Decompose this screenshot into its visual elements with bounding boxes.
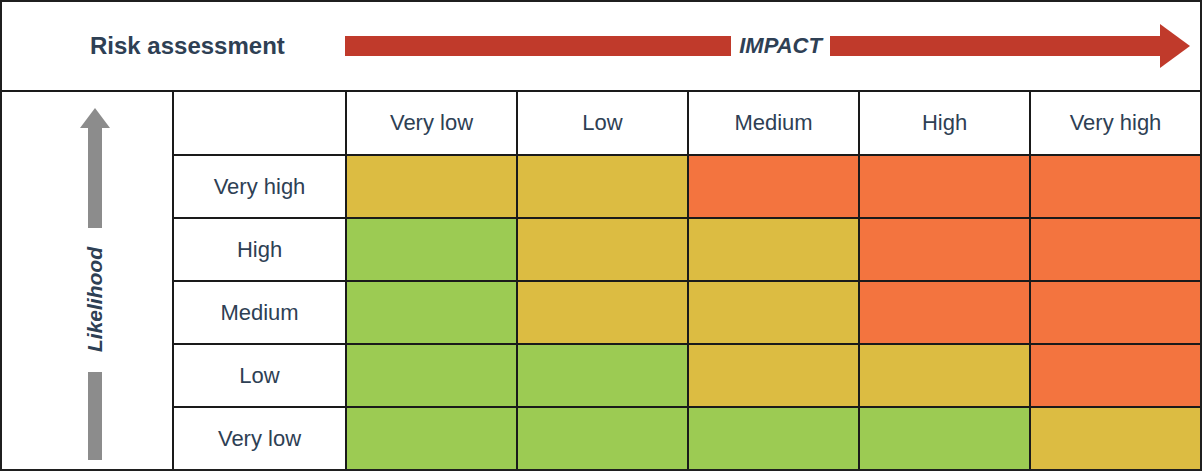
risk-cell-medium-x-medium	[689, 282, 858, 343]
impact-arrow-head-icon	[1160, 24, 1190, 68]
likelihood-label-very-high: Very high	[174, 156, 345, 217]
risk-cell-high-x-high	[860, 219, 1029, 280]
impact-arrow-shaft-right	[830, 36, 1160, 56]
impact-axis: IMPACT	[345, 2, 1190, 90]
risk-cell-low-x-very-low	[347, 345, 516, 406]
impact-header-very-high: Very high	[1031, 92, 1200, 154]
risk-cell-very-low-x-low	[518, 408, 687, 469]
likelihood-label-low: Low	[174, 345, 345, 406]
risk-cell-medium-x-low	[518, 282, 687, 343]
matrix-area: Likelihood Very lowLowMediumHighVery hig…	[2, 92, 1200, 469]
risk-cell-very-high-x-high	[860, 156, 1029, 217]
impact-axis-label: IMPACT	[731, 33, 830, 59]
matrix-corner-cell	[174, 92, 345, 154]
risk-cell-low-x-low	[518, 345, 687, 406]
risk-cell-very-low-x-very-high	[1031, 408, 1200, 469]
risk-cell-very-high-x-medium	[689, 156, 858, 217]
likelihood-arrow-shaft-top	[88, 128, 102, 228]
risk-cell-very-low-x-medium	[689, 408, 858, 469]
risk-assessment-matrix: Risk assessment IMPACT Likelihood Very l…	[0, 0, 1202, 471]
page-title: Risk assessment	[90, 2, 285, 90]
risk-cell-low-x-medium	[689, 345, 858, 406]
likelihood-arrow-head-icon	[80, 108, 110, 128]
risk-cell-very-high-x-very-low	[347, 156, 516, 217]
likelihood-axis-label: Likelihood	[80, 228, 110, 372]
risk-matrix-grid: Very lowLowMediumHighVery highVery highH…	[172, 92, 1200, 469]
risk-cell-medium-x-very-high	[1031, 282, 1200, 343]
risk-cell-low-x-very-high	[1031, 345, 1200, 406]
impact-header-medium: Medium	[689, 92, 858, 154]
risk-cell-very-low-x-high	[860, 408, 1029, 469]
likelihood-axis: Likelihood	[2, 92, 172, 469]
risk-cell-medium-x-high	[860, 282, 1029, 343]
likelihood-label-very-low: Very low	[174, 408, 345, 469]
impact-header-very-low: Very low	[347, 92, 516, 154]
risk-cell-medium-x-very-low	[347, 282, 516, 343]
risk-cell-high-x-medium	[689, 219, 858, 280]
risk-cell-high-x-very-low	[347, 219, 516, 280]
impact-header-high: High	[860, 92, 1029, 154]
risk-cell-very-high-x-low	[518, 156, 687, 217]
likelihood-label-medium: Medium	[174, 282, 345, 343]
risk-cell-very-low-x-very-low	[347, 408, 516, 469]
likelihood-label-high: High	[174, 219, 345, 280]
risk-cell-low-x-high	[860, 345, 1029, 406]
risk-cell-high-x-very-high	[1031, 219, 1200, 280]
risk-cell-very-high-x-very-high	[1031, 156, 1200, 217]
impact-arrow-shaft-left	[345, 36, 731, 56]
likelihood-arrow-shaft-bottom	[88, 372, 102, 460]
impact-header-low: Low	[518, 92, 687, 154]
risk-cell-high-x-low	[518, 219, 687, 280]
header-band: Risk assessment IMPACT	[2, 2, 1200, 92]
